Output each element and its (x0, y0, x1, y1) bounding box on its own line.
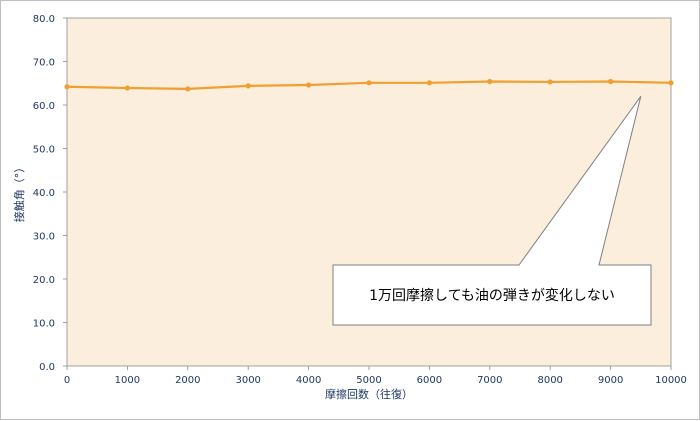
x-tick-label: 9000 (598, 375, 623, 386)
data-point (487, 78, 493, 85)
data-point (124, 85, 130, 91)
x-tick-label: 0 (64, 375, 70, 386)
x-axis-title: 摩擦回数（往復） (325, 387, 413, 401)
x-axis-ticks: 0 1000 2000 3000 4000 5000 6000 7000 8000 9000 100… (64, 366, 687, 386)
x-tick-label: 2000 (175, 375, 200, 386)
y-tick-label: 30.0 (33, 232, 55, 243)
y-tick-label: 80.0 (33, 14, 55, 25)
x-tick-label: 6000 (417, 375, 442, 386)
y-tick-label: 10.0 (33, 319, 55, 330)
y-axis-ticks: 0.0 10.0 20.0 30.0 40.0 50.0 60.0 70.0 80.0 (33, 14, 67, 373)
series-layer (64, 78, 674, 92)
y-tick-label: 60.0 (33, 101, 55, 112)
data-point (245, 83, 251, 89)
x-tick-label: 8000 (537, 375, 562, 386)
data-point (668, 80, 674, 86)
y-tick-label: 70.0 (33, 58, 55, 69)
data-point (608, 78, 614, 85)
data-point (185, 86, 191, 92)
data-point (64, 84, 70, 90)
callout: 1万回摩擦しても油の弾きが変化しない (332, 96, 652, 326)
callout-text: 1万回摩擦しても油の弾きが変化しない (369, 287, 615, 304)
data-point (547, 79, 553, 85)
y-axis-title: 接触角（°） (12, 162, 26, 223)
x-tick-label: 10000 (655, 375, 687, 386)
x-tick-label: 7000 (477, 375, 502, 386)
x-tick-label: 4000 (296, 375, 321, 386)
data-point (306, 82, 312, 88)
y-tick-label: 40.0 (33, 188, 55, 199)
y-tick-label: 0.0 (39, 362, 55, 373)
callout-box (332, 96, 652, 326)
x-tick-label: 3000 (235, 375, 260, 386)
x-tick-label: 5000 (356, 375, 381, 386)
data-point (426, 80, 432, 86)
data-point (366, 80, 372, 86)
x-tick-label: 1000 (115, 375, 140, 386)
y-tick-label: 20.0 (33, 275, 55, 286)
y-tick-label: 50.0 (33, 145, 55, 156)
